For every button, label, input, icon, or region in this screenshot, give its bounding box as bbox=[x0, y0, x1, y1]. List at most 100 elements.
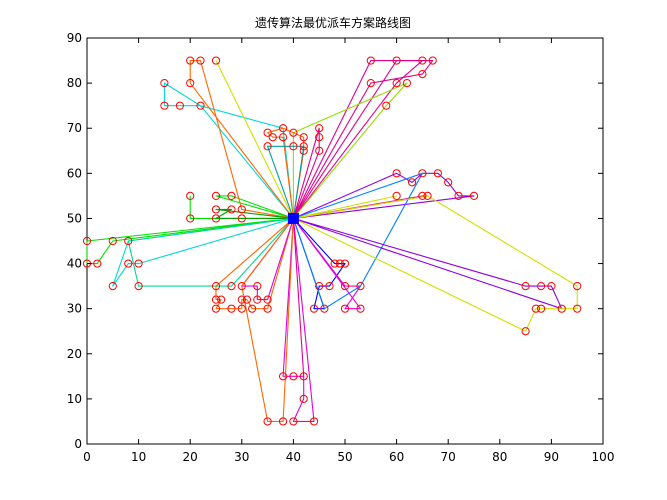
y-tick-label: 30 bbox=[67, 302, 82, 316]
chart-title: 遗传算法最优派车方案路线图 bbox=[255, 15, 411, 30]
route-line-24 bbox=[293, 217, 563, 310]
customer-point-4 bbox=[160, 79, 169, 88]
customer-point-97 bbox=[299, 394, 308, 403]
customer-point-50 bbox=[82, 236, 92, 246]
customer-point-98 bbox=[263, 417, 272, 426]
customer-point-33 bbox=[227, 191, 236, 200]
route-line-4 bbox=[189, 60, 294, 219]
customer-point-12 bbox=[428, 56, 437, 65]
customer-point-67 bbox=[253, 295, 262, 304]
customer-point-8 bbox=[196, 101, 205, 110]
route-line-28 bbox=[292, 218, 305, 377]
customer-point-83 bbox=[340, 304, 350, 313]
customer-point-1 bbox=[186, 56, 195, 65]
customer-point-30 bbox=[315, 146, 324, 155]
customer-point-54 bbox=[93, 259, 102, 268]
customer-point-40 bbox=[392, 169, 401, 178]
customer-point-38 bbox=[211, 214, 221, 223]
customer-point-57 bbox=[108, 282, 117, 291]
depot-marker bbox=[287, 212, 299, 224]
y-tick-label: 0 bbox=[74, 437, 82, 451]
customer-point-78 bbox=[325, 282, 334, 291]
customer-point-48 bbox=[423, 191, 432, 200]
y-tick-label: 40 bbox=[67, 257, 82, 271]
customer-point-92 bbox=[573, 304, 582, 313]
customer-point-51 bbox=[108, 236, 117, 246]
customer-point-71 bbox=[237, 304, 246, 313]
x-tick-label: 40 bbox=[286, 450, 301, 464]
y-tick-label: 80 bbox=[67, 76, 82, 90]
customer-point-9 bbox=[366, 56, 375, 65]
route-line-18 bbox=[127, 217, 294, 287]
customer-point-44 bbox=[444, 178, 453, 187]
y-axis-ticks: 0 10 20 30 40 50 60 70 80 90 bbox=[67, 31, 603, 451]
customer-point-26 bbox=[263, 142, 272, 151]
x-tick-label: 80 bbox=[492, 450, 507, 464]
y-tick-label: 90 bbox=[67, 31, 82, 45]
customer-point-6 bbox=[160, 101, 169, 110]
customer-point-18 bbox=[263, 128, 272, 137]
route-line-7 bbox=[292, 60, 423, 219]
customer-point-89 bbox=[531, 304, 541, 313]
customer-point-41 bbox=[407, 178, 417, 187]
customer-point-69 bbox=[211, 304, 221, 313]
customer-point-62 bbox=[253, 282, 262, 291]
customer-point-21 bbox=[268, 133, 277, 142]
y-tick-label: 10 bbox=[67, 392, 82, 406]
customer-point-96 bbox=[299, 372, 308, 381]
customer-point-2 bbox=[196, 56, 205, 65]
customer-point-79 bbox=[340, 282, 350, 291]
customer-point-24 bbox=[299, 142, 308, 151]
route-line-23 bbox=[292, 172, 423, 310]
customer-point-72 bbox=[248, 304, 257, 313]
route-line-11 bbox=[292, 127, 320, 219]
customer-point-100 bbox=[289, 417, 298, 426]
customer-point-85 bbox=[521, 282, 530, 291]
y-tick-label: 70 bbox=[67, 121, 82, 135]
customer-point-73 bbox=[263, 304, 272, 313]
customer-point-76 bbox=[340, 259, 350, 268]
customer-point-87 bbox=[547, 282, 556, 291]
customer-point-34 bbox=[211, 205, 221, 214]
customer-point-47 bbox=[418, 191, 427, 200]
route-line-6 bbox=[292, 60, 434, 219]
customer-point-19 bbox=[278, 124, 288, 133]
route-line-5 bbox=[215, 60, 294, 219]
customer-point-91 bbox=[557, 304, 566, 313]
customer-point-22 bbox=[278, 133, 288, 142]
customer-point-43 bbox=[433, 169, 442, 178]
y-tick-label: 20 bbox=[67, 347, 82, 361]
customer-point-93 bbox=[521, 327, 530, 336]
customer-point-70 bbox=[227, 304, 236, 313]
route-line-25 bbox=[293, 195, 578, 332]
customer-point-45 bbox=[454, 191, 463, 200]
customer-point-74 bbox=[330, 259, 339, 268]
customer-point-5 bbox=[186, 79, 195, 88]
customer-point-14 bbox=[392, 79, 401, 88]
customer-point-39 bbox=[186, 214, 195, 223]
x-tick-label: 70 bbox=[441, 450, 456, 464]
customer-point-90 bbox=[536, 304, 546, 313]
route-line-8 bbox=[292, 82, 408, 219]
customer-point-88 bbox=[573, 282, 582, 291]
y-tick-label: 50 bbox=[67, 211, 82, 225]
customer-point-59 bbox=[211, 282, 221, 291]
x-tick-label: 90 bbox=[544, 450, 559, 464]
customer-point-81 bbox=[309, 304, 319, 313]
customer-point-27 bbox=[289, 142, 298, 151]
customer-point-58 bbox=[134, 282, 143, 291]
customer-point-3 bbox=[211, 56, 221, 65]
customer-point-99 bbox=[278, 417, 288, 426]
customer-point-75 bbox=[335, 259, 344, 268]
customer-point-35 bbox=[227, 205, 236, 214]
route-line-19 bbox=[215, 217, 294, 310]
customer-point-13 bbox=[366, 79, 375, 88]
customer-point-15 bbox=[402, 79, 412, 88]
customer-point-60 bbox=[227, 282, 236, 291]
customer-point-101 bbox=[309, 417, 319, 426]
route-line-2 bbox=[215, 195, 294, 219]
customer-point-29 bbox=[315, 133, 324, 142]
customer-point-80 bbox=[356, 282, 365, 291]
route-line-12 bbox=[293, 172, 475, 219]
